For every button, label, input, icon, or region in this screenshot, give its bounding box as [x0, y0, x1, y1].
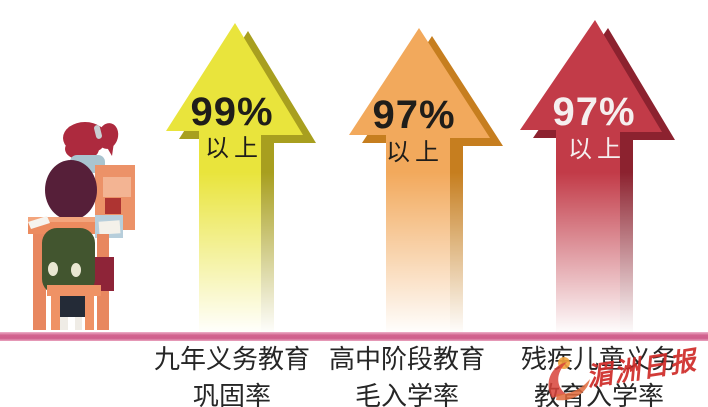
front-chair: [47, 285, 101, 330]
watermark-flower-icon: [548, 357, 590, 401]
up-arrow-yellow-face: [166, 23, 303, 338]
front-desk: [28, 215, 123, 330]
arrow3-value: 97%: [552, 90, 636, 134]
arrow1-value: 99%: [190, 90, 274, 134]
category-label-3-line1: 残疾儿童义务: [520, 344, 677, 374]
category-label-1-line2: 巩固率: [192, 381, 271, 407]
category-label-3: 残疾儿童义务 教育入学率: [489, 341, 708, 407]
up-arrow-red: [520, 20, 675, 340]
arrow2-qualifier: 以上: [386, 139, 444, 166]
category-label-1: 九年义务教育 巩固率: [122, 341, 342, 407]
category-label-1-line1: 九年义务教育: [153, 344, 310, 374]
up-arrow-orange-face: [349, 28, 490, 338]
category-label-2: 高中阶段教育 毛入学率: [297, 341, 517, 407]
up-arrow-orange: [349, 28, 503, 340]
arrow1-qualifier: 以上: [205, 135, 263, 162]
students-illustration: [28, 122, 135, 330]
arrow3-qualifier: 以上: [568, 136, 626, 163]
up-arrow-red-face: [520, 20, 662, 338]
category-label-2-line1: 高中阶段教育: [328, 344, 485, 374]
category-label-2-line2: 毛入学率: [354, 381, 459, 407]
backpack: [42, 228, 95, 294]
arrow2-value: 97%: [372, 93, 456, 137]
front-student: [45, 160, 97, 220]
baseline-divider: [0, 332, 708, 341]
up-arrow-yellow: [166, 23, 316, 340]
back-student: [63, 122, 119, 173]
